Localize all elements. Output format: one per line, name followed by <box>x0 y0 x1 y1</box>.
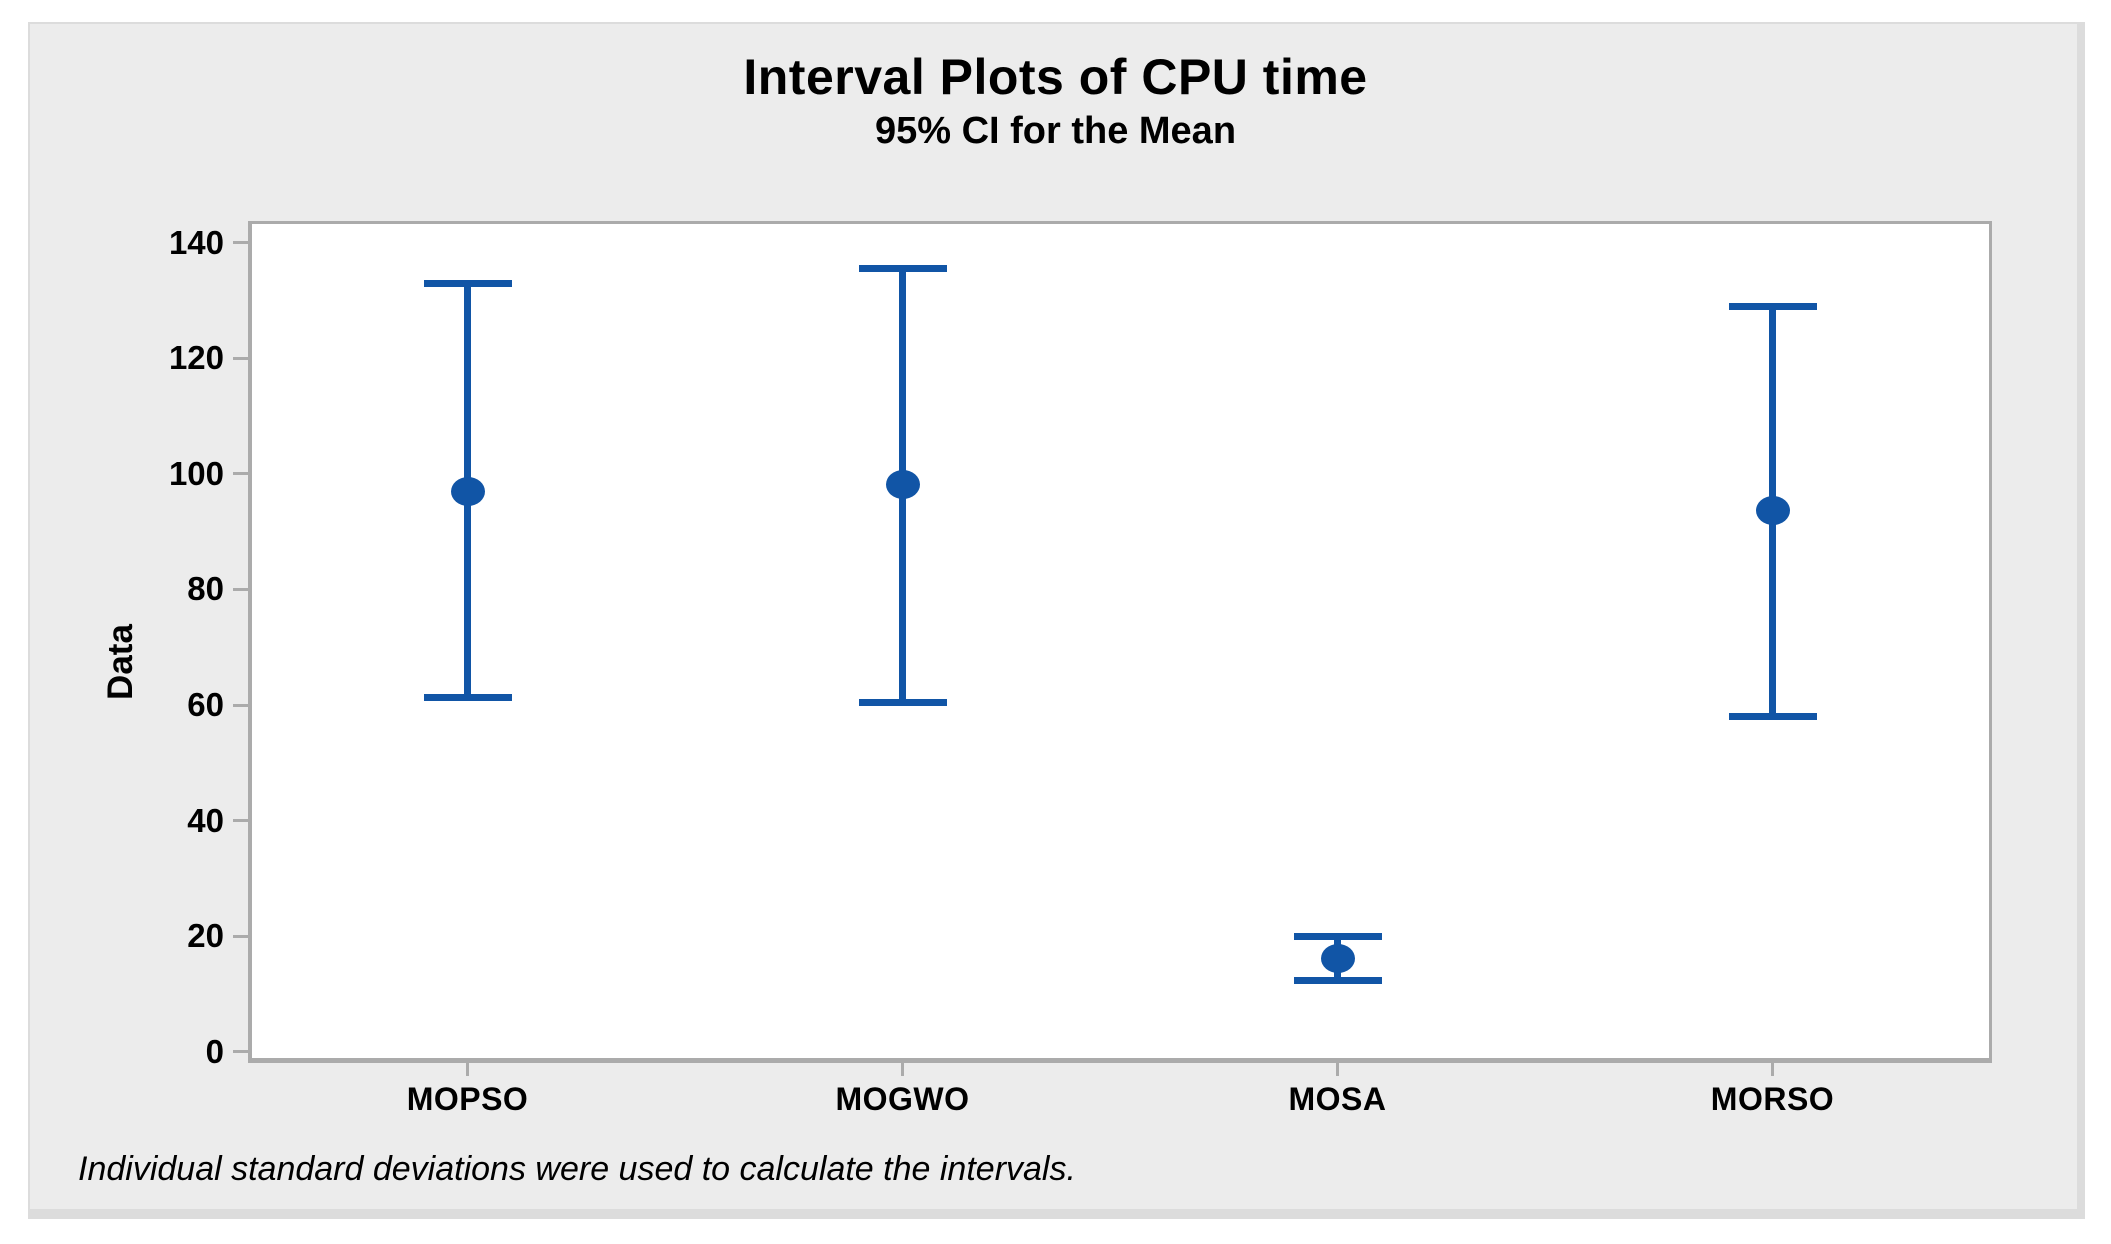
y-tick-mark <box>233 472 248 476</box>
y-tick-mark <box>233 356 248 360</box>
y-tick-mark <box>233 241 248 245</box>
x-category-label: MOPSO <box>406 1081 529 1117</box>
ci-upper-cap <box>1728 303 1817 311</box>
mean-marker <box>450 477 485 507</box>
y-tick-label: 120 <box>168 339 224 377</box>
footnote: Individual standard deviations were used… <box>78 1150 1076 1188</box>
mean-marker <box>1755 496 1790 526</box>
y-tick-label: 140 <box>168 223 224 261</box>
x-tick-mark <box>1771 1060 1774 1076</box>
x-tick-mark <box>466 1060 469 1076</box>
x-tick-mark <box>901 1060 904 1076</box>
y-tick-mark <box>233 587 248 591</box>
ci-lower-cap <box>1293 976 1382 984</box>
y-tick-label: 40 <box>187 801 224 839</box>
ci-upper-cap <box>1293 933 1382 941</box>
y-tick-label: 0 <box>205 1032 224 1070</box>
ci-upper-cap <box>858 265 947 273</box>
y-tick-mark <box>233 1050 248 1054</box>
y-tick-label: 100 <box>168 454 224 492</box>
x-category-label: MOGWO <box>835 1081 970 1117</box>
y-tick-label: 60 <box>187 686 224 724</box>
mean-marker <box>885 470 920 500</box>
plot-area <box>248 221 1992 1063</box>
ci-lower-cap <box>1728 712 1817 720</box>
ci-upper-cap <box>423 280 512 288</box>
x-category-label: MORSO <box>1710 1081 1835 1117</box>
chart-title: Interval Plots of CPU time <box>743 49 1368 105</box>
ci-lower-cap <box>423 694 512 702</box>
y-tick-label: 80 <box>187 570 224 608</box>
ci-lower-cap <box>858 699 947 707</box>
chart-subtitle: 95% CI for the Mean <box>874 110 1237 152</box>
y-tick-label: 20 <box>187 917 224 955</box>
y-tick-mark <box>233 703 248 707</box>
x-category-label: MOSA <box>1288 1081 1387 1117</box>
mean-marker <box>1320 944 1355 974</box>
x-tick-mark <box>1336 1060 1339 1076</box>
y-tick-mark <box>233 934 248 938</box>
y-tick-mark <box>233 819 248 823</box>
